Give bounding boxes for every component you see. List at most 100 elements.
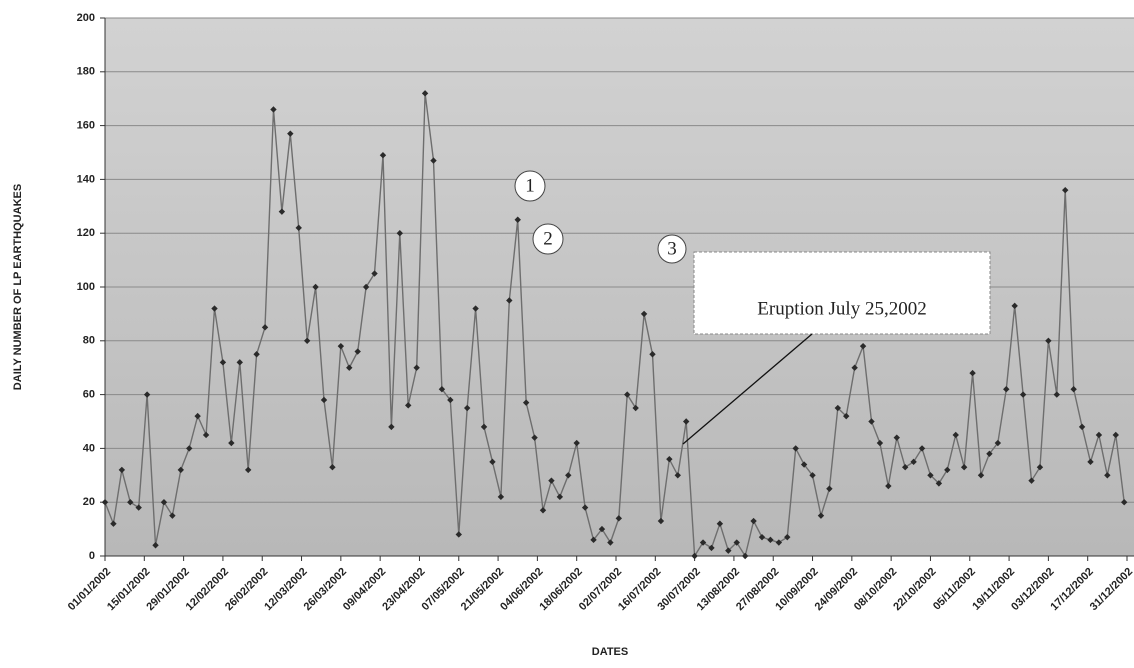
data-point (1045, 337, 1052, 344)
data-point (396, 230, 404, 237)
data-point (447, 396, 454, 404)
data-point (438, 386, 446, 393)
annotation-text: 1 (525, 175, 535, 196)
data-point (514, 216, 521, 223)
data-point (1053, 391, 1061, 398)
data-point (531, 434, 538, 441)
data-point (1036, 464, 1044, 471)
data-point (362, 283, 370, 291)
data-point (152, 542, 159, 549)
data-point (649, 351, 656, 358)
y-tick-label: 60 (83, 389, 95, 401)
data-point (1019, 391, 1027, 398)
data-point (800, 461, 808, 468)
data-point (160, 499, 168, 506)
data-point (202, 431, 210, 439)
data-point (986, 450, 993, 457)
data-point (969, 369, 976, 377)
data-point (573, 439, 580, 447)
data-point (1011, 302, 1018, 310)
data-point (952, 431, 959, 439)
data-point (784, 533, 791, 541)
data-point (640, 310, 648, 318)
data-point (775, 539, 783, 546)
data-point (506, 297, 513, 304)
data-point (295, 224, 302, 232)
data-point (548, 477, 555, 484)
data-point (1112, 431, 1119, 439)
x-tick-label: 31/12/2002 (1088, 566, 1134, 613)
data-point (590, 536, 597, 544)
data-point (379, 151, 387, 159)
data-point (354, 348, 361, 355)
data-point (421, 90, 429, 97)
y-tick-label: 40 (83, 442, 95, 454)
data-point (750, 517, 757, 525)
data-point (430, 157, 437, 164)
data-point (674, 472, 681, 479)
data-point (186, 445, 193, 452)
data-point (261, 324, 269, 331)
data-point (682, 418, 690, 425)
data-point (977, 472, 985, 479)
data-point (522, 399, 530, 406)
data-point (329, 464, 336, 471)
data-point (371, 270, 378, 277)
data-point (1003, 386, 1010, 393)
data-point (480, 423, 488, 431)
data-point (859, 342, 867, 350)
data-point (817, 512, 825, 519)
data-point (792, 445, 799, 452)
data-point (556, 493, 564, 501)
data-point (320, 396, 328, 404)
y-tick-label: 20 (83, 496, 95, 508)
data-point (851, 364, 858, 371)
data-point (118, 466, 126, 474)
data-point (624, 391, 631, 398)
data-point (581, 504, 589, 511)
data-point (1104, 472, 1111, 479)
data-point (758, 533, 766, 541)
y-tick-label: 0 (89, 550, 95, 562)
data-point (497, 493, 505, 501)
data-point (615, 515, 623, 522)
data-point (455, 531, 462, 538)
y-tick-label: 160 (77, 120, 95, 132)
data-point (346, 364, 353, 371)
data-point (388, 423, 395, 431)
data-point (565, 472, 572, 479)
y-axis-label: DAILY NUMBER OF LP EARTHQUAKES (12, 184, 24, 390)
data-point (169, 512, 176, 519)
data-point (834, 404, 842, 412)
data-point (910, 458, 917, 466)
data-point (725, 547, 732, 554)
data-point (843, 412, 850, 420)
y-tick-label: 140 (77, 173, 95, 185)
data-point (994, 439, 1002, 447)
data-point (826, 485, 833, 492)
data-point (211, 305, 218, 312)
data-point (1070, 386, 1077, 393)
data-point (143, 391, 151, 398)
data-point (716, 520, 724, 527)
data-point (708, 544, 715, 552)
annotation-text: 3 (667, 238, 677, 259)
data-point (287, 130, 294, 137)
data-point (741, 552, 749, 560)
annotation-3: 3 (657, 234, 687, 264)
data-point (413, 364, 420, 371)
annotation-2: 2 (532, 223, 564, 255)
x-axis-label: DATES (592, 646, 628, 658)
data-point (767, 536, 774, 544)
data-point (270, 106, 277, 113)
data-point (489, 458, 496, 466)
data-point (177, 466, 185, 474)
data-point (901, 464, 909, 471)
eruption-callout: Eruption July 25,2002 (682, 251, 991, 445)
data-point (1028, 477, 1035, 484)
annotation-text: 2 (543, 228, 553, 249)
data-point (1120, 499, 1128, 506)
data-point (1062, 186, 1069, 194)
data-point (303, 337, 311, 344)
data-point (944, 466, 951, 474)
